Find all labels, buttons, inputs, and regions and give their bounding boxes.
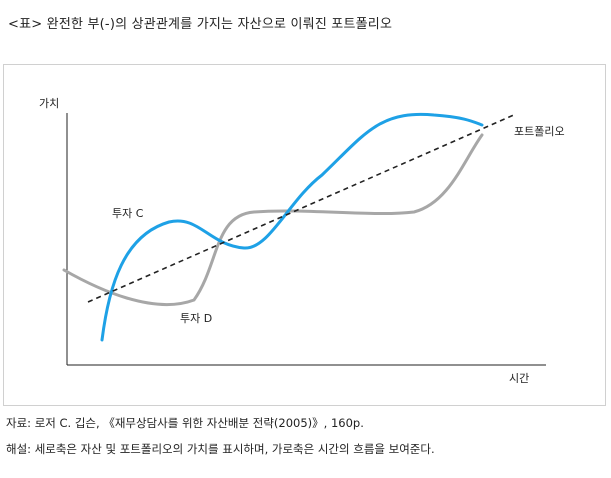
figure-caption: <표> 완전한 부(-)의 상관관계를 가지는 자산으로 이뤄진 포트폴리오: [8, 17, 393, 32]
diagram-plot: [62, 112, 546, 366]
series-portfolio-line: [87, 113, 517, 303]
series-investment-d-line: [62, 133, 484, 306]
figure-frame: 가치 시간 투자 C 투자 D 포트폴리오: [3, 64, 606, 406]
source-note: 자료: 로저 C. 깁슨, 《재무상담사를 위한 자산배분 전략(2005)》,…: [6, 416, 364, 430]
series-label-investment-d: 투자 D: [180, 312, 213, 325]
series-label-investment-c: 투자 C: [112, 207, 144, 220]
series-investment-c-line: [100, 112, 484, 342]
x-axis-label: 시간: [509, 372, 530, 385]
y-axis-label: 가치: [39, 97, 60, 110]
series-label-portfolio: 포트폴리오: [514, 125, 565, 138]
explanation-note: 해설: 세로축은 자산 및 포트폴리오의 가치를 표시하며, 가로축은 시간의 …: [6, 442, 435, 456]
